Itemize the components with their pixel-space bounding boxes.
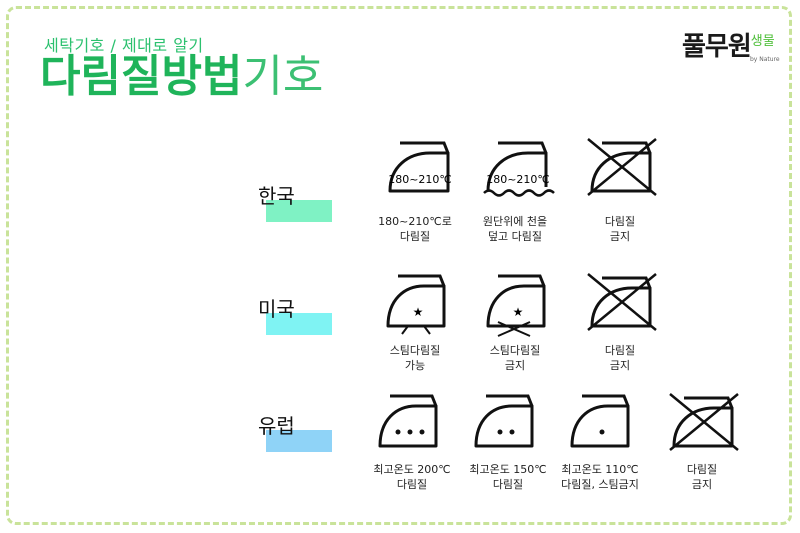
dashed-frame	[6, 6, 792, 525]
caption-line-1: 다림질	[604, 344, 636, 357]
no-steam-iron-icon: ★	[480, 272, 560, 337]
caption-line-2: 금지	[609, 359, 631, 372]
caption: 스팀다림질 금지	[460, 343, 570, 373]
caption: 최고온도 110℃ 다림질, 스팀금지	[545, 462, 655, 492]
svg-text:★: ★	[513, 305, 524, 319]
caption: 180~210℃로 다림질	[360, 214, 470, 244]
iron-two-dots-icon	[468, 392, 548, 452]
caption-line-2: 금지	[609, 230, 631, 243]
caption: 스팀다림질 가능	[360, 343, 470, 373]
iron-temperature-cloth-icon: 180~210℃	[478, 137, 558, 197]
iron-temperature-icon: 180~210℃	[378, 137, 458, 197]
subtitle: 세탁기호 / 제대로 알기	[44, 36, 204, 55]
steam-iron-icon: ★	[378, 272, 458, 335]
caption: 다림질 금지	[565, 343, 675, 373]
row-label-usa: 미국	[258, 293, 332, 335]
no-iron-icon	[580, 137, 660, 197]
caption-line-2: 가능	[404, 359, 426, 372]
caption-line-2: 다림질	[492, 478, 524, 491]
row-label-text: 유럽	[258, 414, 295, 438]
page-title: 다림질방법기호	[40, 47, 323, 107]
row-label-text: 한국	[258, 184, 295, 208]
no-iron-icon	[662, 392, 742, 452]
iron-one-dot-icon	[564, 392, 644, 452]
caption-line-1: 최고온도 110℃	[561, 463, 639, 476]
caption-line-2: 덮고 다림질	[487, 230, 543, 243]
caption-line-2: 다림질, 스팀금지	[561, 478, 639, 491]
iron-temp-text: 180~210℃	[388, 173, 452, 186]
row-label-europe: 유럽	[258, 410, 332, 452]
caption-line-2: 금지	[504, 359, 526, 372]
title-light: 기호	[242, 51, 324, 102]
caption: 원단위에 천을 덮고 다림질	[460, 214, 570, 244]
caption-line-1: 180~210℃로	[378, 215, 452, 228]
brand-sub: 생물	[750, 34, 775, 49]
caption: 다림질 금지	[647, 462, 757, 492]
brand-logo: 풀무원생물 by Nature	[682, 26, 780, 63]
caption-line-2: 다림질	[399, 230, 431, 243]
brand-name: 풀무원	[682, 32, 752, 62]
iron-temp-text: 180~210℃	[486, 173, 550, 186]
caption-line-2: 다림질	[396, 478, 428, 491]
caption: 최고온도 150℃ 다림질	[453, 462, 563, 492]
label-highlight	[266, 313, 332, 335]
no-iron-icon	[580, 272, 660, 332]
brand-tagline: by Nature	[750, 56, 780, 63]
row-label-korea: 한국	[258, 180, 332, 222]
caption-line-1: 다림질	[686, 463, 718, 476]
label-highlight	[266, 200, 332, 222]
iron-three-dots-icon	[372, 392, 452, 452]
caption-line-1: 스팀다림질	[489, 344, 541, 357]
caption: 다림질 금지	[565, 214, 675, 244]
caption-line-2: 금지	[691, 478, 713, 491]
caption-line-1: 최고온도 150℃	[469, 463, 547, 476]
caption: 최고온도 200℃ 다림질	[357, 462, 467, 492]
svg-text:★: ★	[413, 305, 424, 319]
title-bold: 다림질방법	[40, 51, 243, 102]
caption-line-1: 스팀다림질	[389, 344, 441, 357]
caption-line-1: 원단위에 천을	[482, 215, 548, 228]
caption-line-1: 다림질	[604, 215, 636, 228]
caption-line-1: 최고온도 200℃	[373, 463, 451, 476]
row-label-text: 미국	[258, 297, 295, 321]
label-highlight	[266, 430, 332, 452]
